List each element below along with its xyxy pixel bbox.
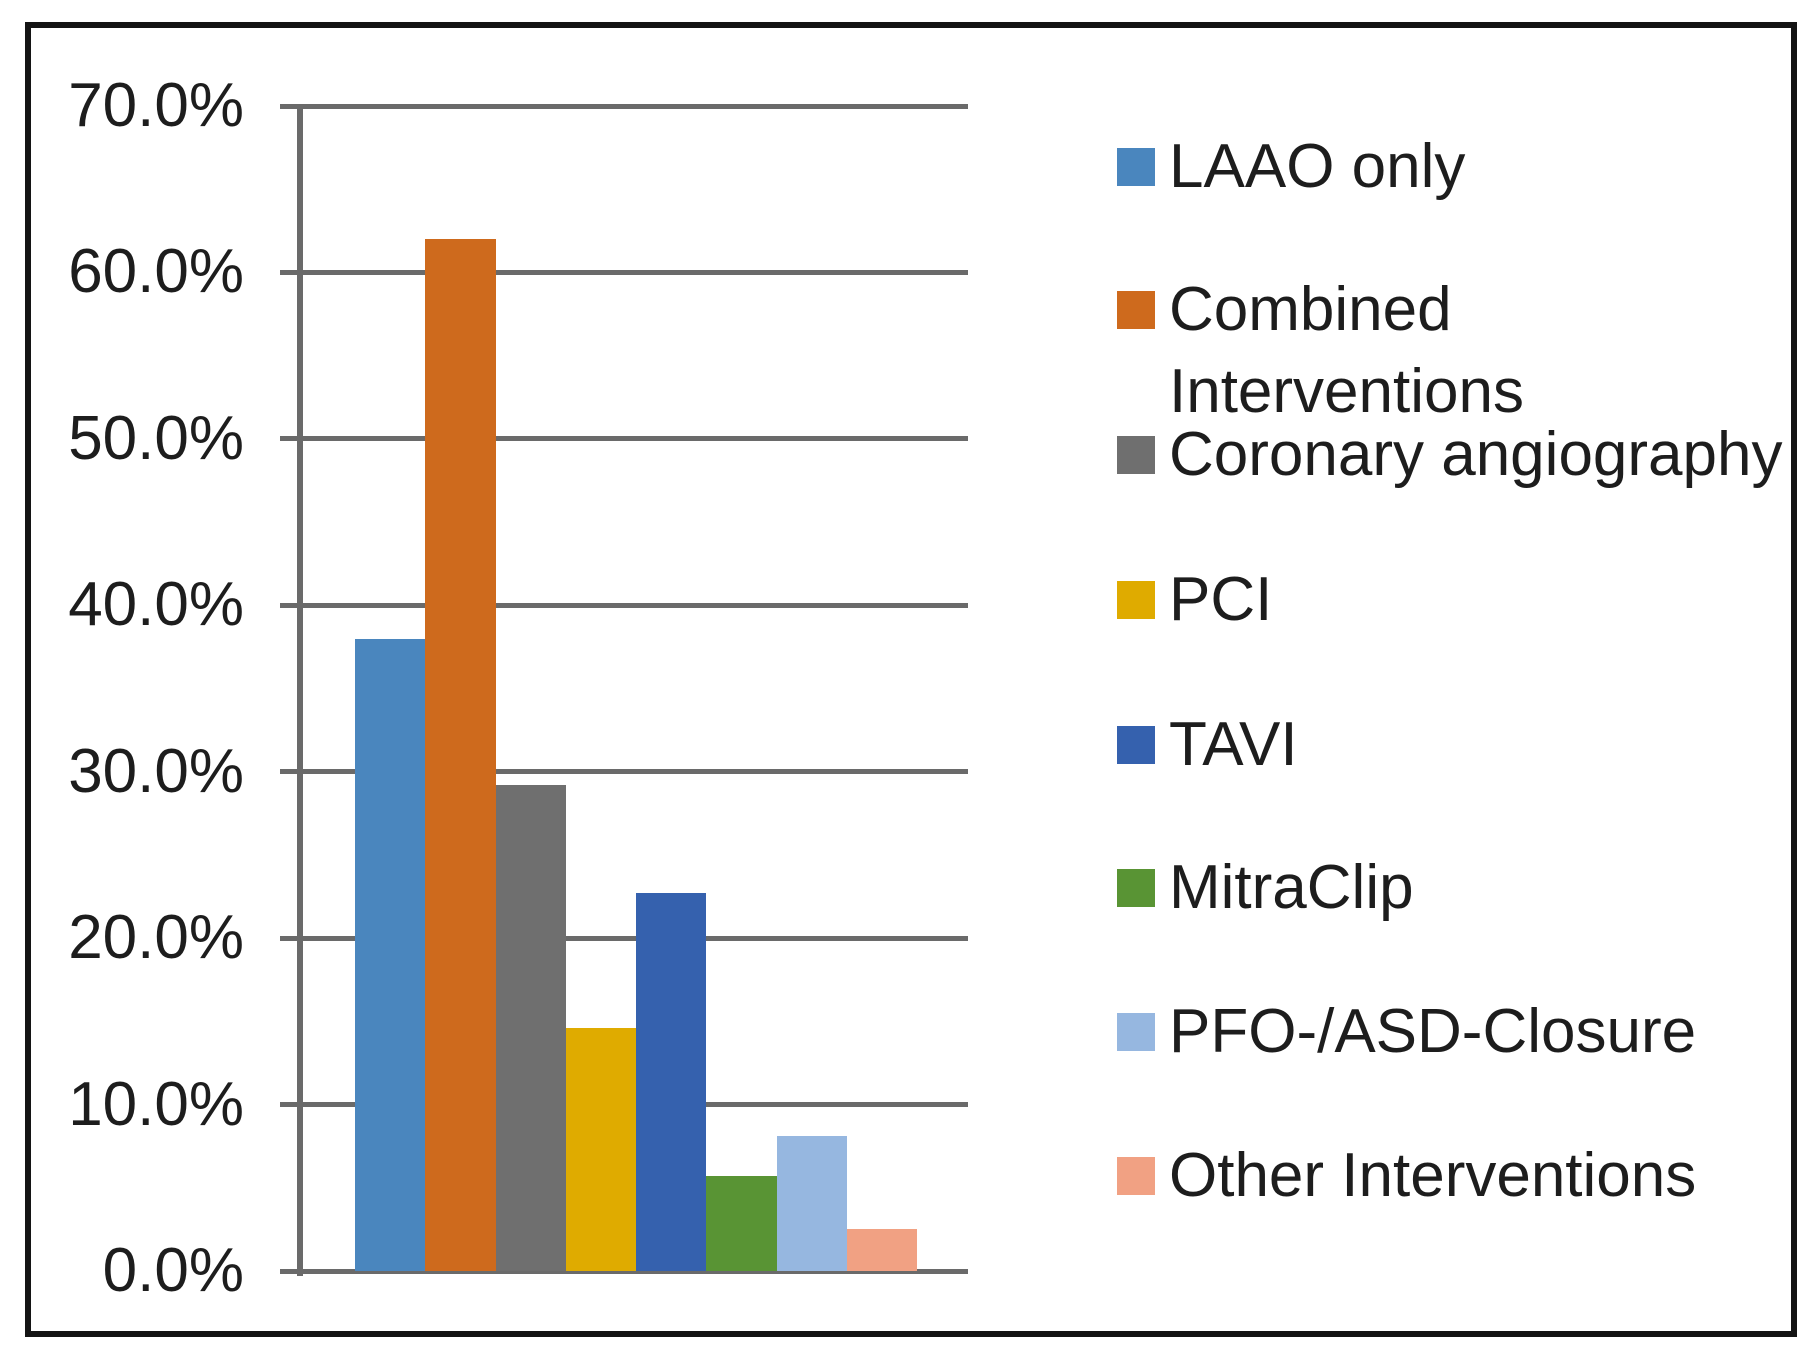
legend-item-pci: PCI bbox=[1117, 559, 1808, 641]
gridline bbox=[280, 269, 968, 275]
y-axis-tick-label: 60.0% bbox=[68, 237, 244, 307]
bar-pci bbox=[566, 1028, 636, 1271]
bar-tavi bbox=[636, 893, 706, 1271]
gridline bbox=[280, 935, 968, 941]
y-axis-tick-label: 30.0% bbox=[68, 736, 244, 806]
legend-item-tavi: TAVI bbox=[1117, 704, 1808, 786]
legend-label: LAAO only bbox=[1169, 132, 1466, 201]
gridline bbox=[280, 769, 968, 775]
legend-label: PCI bbox=[1169, 565, 1273, 634]
bar-pfo-asd-closure bbox=[777, 1136, 847, 1271]
y-axis-tick-label: 10.0% bbox=[68, 1069, 244, 1139]
legend-label: PFO-/ASD-Closure bbox=[1169, 997, 1697, 1066]
legend-item-coronary-angiography: Coronary angiography bbox=[1117, 414, 1808, 496]
legend-item-mitraclip: MitraClip bbox=[1117, 847, 1808, 929]
bar-other-interventions bbox=[847, 1229, 917, 1271]
bar-combined-interventions bbox=[425, 239, 496, 1271]
gridline bbox=[280, 103, 968, 109]
gridline bbox=[280, 436, 968, 442]
bar-mitraclip bbox=[706, 1176, 777, 1271]
figure-border bbox=[25, 22, 1797, 1337]
gridline bbox=[280, 1268, 968, 1274]
legend-swatch-icon bbox=[1117, 436, 1155, 474]
legend-swatch-icon bbox=[1117, 1013, 1155, 1051]
y-axis-tick-label: 70.0% bbox=[68, 71, 244, 140]
legend-item-combined-interventions: Combined Interventions bbox=[1117, 269, 1629, 433]
legend-item-pfo-asd-closure: PFO-/ASD-Closure bbox=[1117, 991, 1808, 1073]
y-axis-tick-label: 50.0% bbox=[68, 403, 244, 473]
y-axis-tick-label: 20.0% bbox=[68, 903, 244, 973]
bar-laao-only bbox=[355, 638, 425, 1271]
legend-label: Combined Interventions bbox=[1169, 275, 1524, 426]
legend-label: Coronary angiography bbox=[1169, 420, 1783, 489]
legend-item-laao-only: LAAO only bbox=[1117, 126, 1808, 208]
legend-label: TAVI bbox=[1169, 710, 1298, 779]
bar-coronary-angiography bbox=[496, 785, 566, 1271]
gridline bbox=[280, 602, 968, 608]
legend-swatch-icon bbox=[1117, 1157, 1155, 1195]
legend-swatch-icon bbox=[1117, 869, 1155, 907]
legend-item-other-interventions: Other Interventions bbox=[1117, 1135, 1808, 1217]
y-axis-tick-label: 40.0% bbox=[68, 570, 244, 640]
legend-swatch-icon bbox=[1117, 148, 1155, 186]
y-axis-line bbox=[297, 106, 303, 1276]
legend-swatch-icon bbox=[1117, 726, 1155, 764]
legend-swatch-icon bbox=[1117, 291, 1155, 329]
y-axis-tick-label: 0.0% bbox=[102, 1236, 244, 1305]
legend-label: Other Interventions bbox=[1169, 1141, 1697, 1210]
legend-label: MitraClip bbox=[1169, 853, 1414, 922]
legend-swatch-icon bbox=[1117, 581, 1155, 619]
